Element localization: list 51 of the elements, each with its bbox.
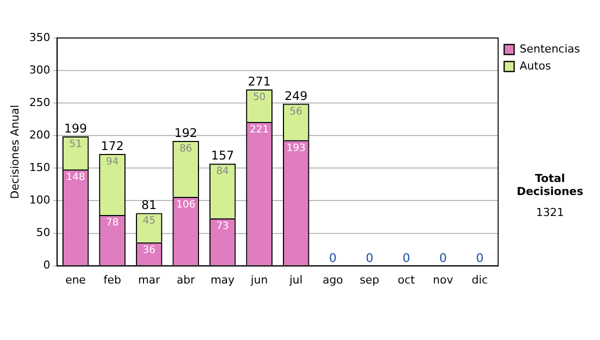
y-tick-label: 100 [29, 194, 50, 207]
x-tick-label: nov [432, 273, 454, 286]
data-label: 106 [176, 199, 196, 210]
y-tick-label: 350 [29, 30, 50, 44]
total-label: 157 [211, 148, 234, 163]
total-label: 81 [141, 198, 157, 212]
total-label: 172 [100, 138, 124, 153]
data-label: 51 [69, 138, 82, 150]
text: Total Decisiones [516, 172, 584, 198]
total-label: 271 [248, 74, 271, 89]
y-axis-title: Decisiones Anual [8, 104, 22, 199]
data-label: 148 [66, 172, 86, 184]
y-tick-label: 250 [29, 96, 50, 109]
data-label: 45 [142, 216, 156, 227]
data-label: 86 [179, 143, 192, 154]
data-label: 50 [252, 92, 266, 104]
x-tick-label: jul [288, 273, 303, 286]
x-tick-label: ago [322, 273, 344, 286]
legend-label: Sentencias [520, 42, 580, 56]
data-label: 221 [250, 124, 269, 136]
y-tick-label: 150 [29, 161, 50, 174]
y-tick-label: 0 [43, 258, 50, 272]
total-label: 249 [284, 88, 308, 103]
y-tick-label: 50 [36, 226, 50, 240]
x-tick-label: feb [104, 273, 122, 286]
total-label: 0 [402, 250, 410, 265]
total-label: 0 [439, 250, 447, 265]
y-tick-label: 300 [29, 63, 50, 76]
data-label: 94 [106, 156, 119, 168]
total-label: 0 [366, 250, 374, 265]
text: 1321 [535, 206, 565, 219]
data-label: 56 [290, 106, 302, 118]
total-label: 0 [476, 250, 484, 265]
x-tick-label: mar [138, 273, 161, 286]
data-label: 78 [106, 218, 119, 229]
data-label: 36 [142, 244, 156, 256]
total-label: 192 [174, 126, 198, 140]
x-tick-label: may [210, 273, 236, 286]
y-tick-label: 200 [29, 128, 50, 142]
legend-label: Autos [520, 59, 552, 72]
data-label: 73 [216, 220, 229, 232]
total-label: 199 [64, 121, 88, 136]
x-tick-label: jun [250, 273, 268, 286]
x-tick-label: abr [176, 273, 196, 286]
x-tick-label: oct [398, 273, 416, 286]
data-label: 193 [286, 142, 306, 154]
x-tick-label: sep [360, 273, 380, 286]
x-tick-label: ene [65, 273, 86, 286]
x-tick-label: dic [472, 273, 488, 286]
total-label: 0 [328, 250, 337, 265]
data-label: 84 [216, 166, 229, 178]
